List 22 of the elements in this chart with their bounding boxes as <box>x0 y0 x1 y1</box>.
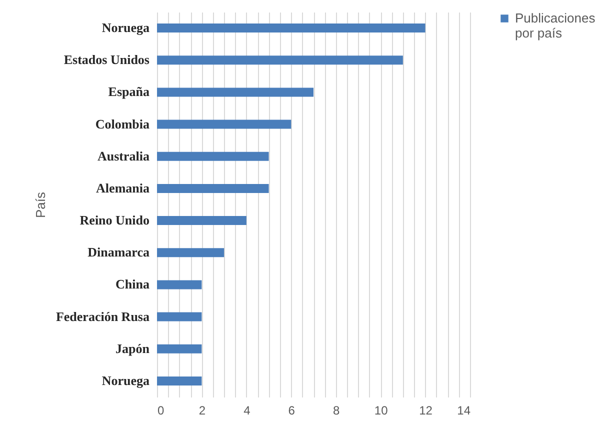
x-tick-label: 6 <box>288 404 296 418</box>
x-tick-label: 12 <box>419 404 433 418</box>
y-tick-label: España <box>108 84 150 100</box>
x-tick-label: 8 <box>333 404 340 418</box>
x-tick-label: 10 <box>374 404 388 418</box>
x-tick-label: 4 <box>244 404 251 418</box>
y-tick-label: Reino Unido <box>80 212 150 228</box>
y-tick-label: Alemania <box>96 180 150 196</box>
y-tick-label: Dinamarca <box>88 244 150 260</box>
x-tick-label: 0 <box>158 404 164 418</box>
legend-label: Publicaciones por país <box>515 10 596 40</box>
y-tick-label: Japón <box>116 340 150 356</box>
y-tick-label: Noruega <box>102 20 150 36</box>
y-axis-title: País <box>32 191 48 218</box>
y-tick-label: Federación Rusa <box>56 308 150 324</box>
x-tick-label: 14 <box>457 404 471 418</box>
y-tick-label: Estados Unidos <box>64 52 150 68</box>
x-tick-label: 2 <box>198 404 206 418</box>
y-tick-label: Noruega <box>102 372 150 388</box>
y-tick-label: Colombia <box>95 116 150 132</box>
y-tick-label: Australia <box>98 148 150 164</box>
y-tick-label: China <box>116 276 150 292</box>
